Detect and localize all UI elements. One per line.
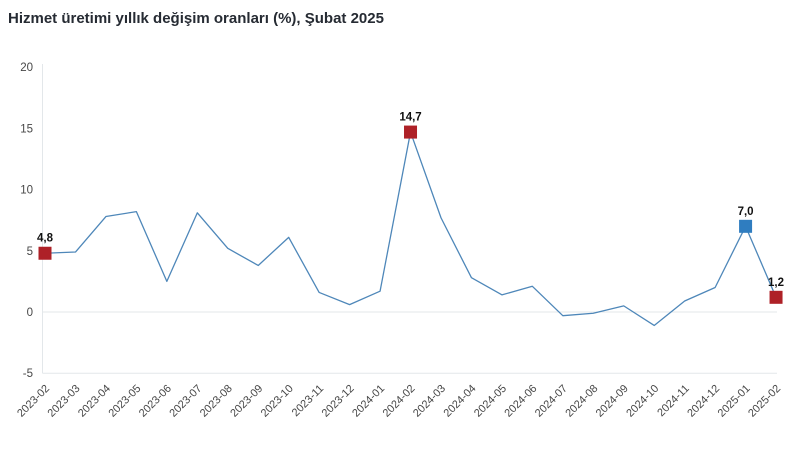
x-tick-label: 2024-01 [350, 383, 387, 420]
data-label: 14,7 [399, 112, 421, 124]
x-tick-label: 2024-10 [624, 383, 661, 420]
x-tick-label: 2024-06 [502, 383, 539, 420]
x-tick-label: 2024-02 [381, 383, 418, 420]
x-tick-label: 2023-08 [198, 383, 235, 420]
x-tick-label: 2024-09 [594, 383, 631, 420]
data-marker [739, 219, 753, 233]
x-tick-label: 2023-09 [228, 383, 265, 420]
data-marker [769, 290, 783, 304]
y-tick-label: 10 [20, 185, 33, 197]
data-marker [404, 125, 418, 139]
series-line [44, 131, 777, 327]
x-tick-label: 2023-05 [106, 383, 143, 420]
y-tick-label: 5 [27, 246, 33, 258]
x-tick-label: 2024-08 [563, 383, 600, 420]
data-label: 4,8 [37, 233, 54, 245]
data-label: 7,0 [738, 206, 754, 218]
y-tick-label: 15 [20, 123, 33, 135]
y-tick-label: 20 [20, 62, 33, 74]
data-marker [38, 246, 52, 260]
x-tick-label: 2023-06 [137, 383, 174, 420]
x-tick-label: 2023-10 [259, 383, 296, 420]
chart-title: Hizmet üretimi yıllık değişim oranları (… [8, 10, 384, 27]
data-label: 1,2 [768, 277, 784, 289]
x-tick-label: 2023-02 [15, 383, 52, 420]
x-tick-label: 2024-12 [685, 383, 722, 420]
x-tick-label: 2023-12 [320, 383, 357, 420]
y-tick-label: 0 [27, 307, 33, 319]
x-tick-label: 2024-05 [472, 383, 509, 420]
x-tick-label: 2023-03 [46, 383, 83, 420]
x-tick-label: 2025-02 [746, 383, 783, 420]
x-tick-label: 2023-04 [76, 383, 113, 420]
x-tick-label: 2024-07 [533, 383, 570, 420]
x-tick-label: 2023-07 [167, 383, 204, 420]
x-tick-label: 2024-04 [442, 383, 479, 420]
x-tick-label: 2025-01 [716, 383, 753, 420]
x-tick-label: 2024-03 [411, 383, 448, 420]
y-tick-label: -5 [23, 368, 33, 380]
